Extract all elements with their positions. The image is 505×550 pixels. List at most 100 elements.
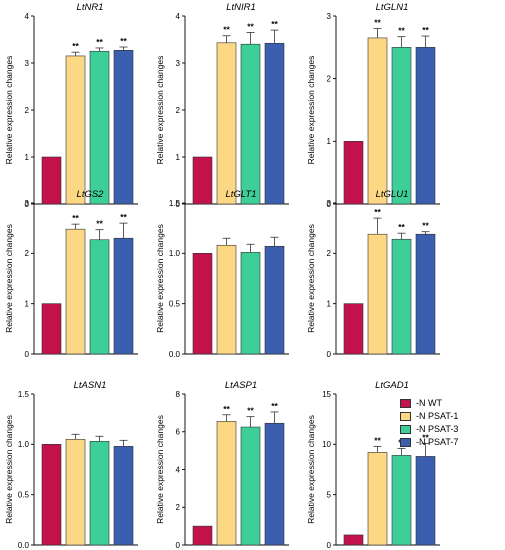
chart-title: LtASN1: [74, 380, 107, 391]
chart-panel-ltnir1: LtNIR1 Relative expression changes 0 1 2 3 4 **…: [155, 2, 289, 209]
y-tick-label: 2: [176, 503, 181, 512]
y-axis-label: Relative expression changes: [4, 224, 14, 333]
y-tick-label: 1.5: [169, 199, 181, 208]
legend-item-psat3: -N PSAT-3: [400, 424, 504, 437]
bar-n-psat-3: [240, 252, 261, 355]
y-axis-label: Relative expression changes: [306, 224, 316, 333]
y-tick-label: 1: [327, 299, 332, 308]
bar-n-wt: [41, 303, 62, 355]
y-tick-label: 10: [322, 440, 331, 449]
significance-label: **: [398, 26, 405, 36]
y-tick-label: 0: [176, 541, 181, 550]
y-tick-label: 3: [176, 59, 181, 68]
y-tick-label: 0.5: [18, 490, 30, 499]
chart-panel-ltasp1: LtASP1 Relative expression changes 0 2 4 6 8 **…: [155, 380, 289, 550]
y-axis-label: Relative expression changes: [155, 415, 165, 524]
y-tick-label: 0: [327, 350, 332, 359]
significance-label: **: [271, 19, 278, 29]
y-tick-label: 1: [25, 153, 30, 162]
bar-n-psat-1: [216, 421, 237, 546]
bar-n-psat-7: [113, 237, 134, 355]
chart-title: LtGLU1: [376, 189, 409, 200]
significance-label: **: [223, 25, 230, 35]
significance-label: **: [223, 404, 230, 414]
y-tick-label: 0: [25, 350, 30, 359]
significance-label: **: [96, 219, 103, 229]
bar-n-psat-7: [415, 47, 436, 205]
y-tick-label: 2: [176, 106, 181, 115]
y-tick-label: 1: [327, 137, 332, 146]
y-tick-label: 2: [327, 249, 332, 258]
chart-title: LtNIR1: [226, 2, 256, 13]
legend-item-psat7: -N PSAT-7: [400, 437, 504, 450]
y-tick-label: 3: [25, 59, 30, 68]
significance-label: **: [422, 432, 429, 442]
y-tick-label: 2: [25, 249, 30, 258]
bar-n-psat-7: [113, 446, 134, 546]
bar-n-psat-1: [367, 233, 388, 355]
y-tick-label: 0: [25, 200, 30, 209]
y-axis-label: Relative expression changes: [4, 415, 14, 524]
chart-panel-ltgad1: LtGAD1 Relative expression changes 0 5 10 15 *…: [306, 380, 440, 550]
y-tick-label: 0.5: [169, 299, 181, 308]
bar-n-psat-3: [391, 47, 412, 205]
bar-n-wt: [41, 156, 62, 205]
y-tick-label: 0: [327, 541, 332, 550]
legend-item-wt: -N WT: [400, 398, 504, 411]
significance-label: **: [422, 221, 429, 231]
chart-title: LtGAD1: [375, 380, 409, 391]
y-axis-label: Relative expression changes: [306, 56, 316, 165]
y-tick-label: 1.0: [18, 440, 30, 449]
bar-n-psat-3: [240, 426, 261, 546]
bar-n-psat-3: [89, 50, 110, 205]
legend-label-psat7: -N PSAT-7: [416, 437, 459, 447]
legend-item-psat1: -N PSAT-1: [400, 411, 504, 424]
significance-label: **: [247, 21, 254, 31]
bar-n-psat-1: [216, 244, 237, 355]
significance-label: **: [247, 406, 254, 416]
legend-swatch-wt: [400, 399, 411, 408]
bar-n-psat-3: [391, 238, 412, 355]
y-tick-label: 1: [25, 299, 30, 308]
bar-n-psat-1: [65, 438, 86, 546]
y-axis-label: Relative expression changes: [4, 56, 14, 165]
significance-label: **: [374, 18, 381, 28]
bar-n-psat-1: [367, 452, 388, 546]
y-tick-label: 0.0: [18, 541, 30, 550]
y-tick-label: 4: [176, 465, 181, 474]
bar-n-wt: [343, 534, 364, 546]
chart-panel-ltgs2: LtGS2 Relative expression changes 0 1 2 3 ** **…: [4, 189, 138, 359]
significance-label: **: [120, 36, 127, 46]
chart-title: LtNR1: [77, 2, 104, 13]
chart-panel-ltnr1: LtNR1 Relative expression changes 0 1 2 3 4 ** *…: [4, 2, 138, 209]
chart-panel-ltgln1: LtGLN1 Relative expression changes 0 1 2 3 ** *…: [306, 2, 440, 209]
bar-n-psat-3: [89, 239, 110, 355]
legend: -N WT -N PSAT-1 -N PSAT-3 -N PSAT-7: [400, 398, 504, 450]
y-tick-label: 1.5: [18, 390, 30, 399]
significance-label: **: [271, 401, 278, 411]
bar-n-wt: [192, 156, 213, 205]
significance-label: **: [72, 213, 79, 223]
y-tick-label: 0: [327, 200, 332, 209]
chart-title: LtGS2: [77, 189, 105, 200]
chart-title: LtGLT1: [226, 189, 257, 200]
legend-label-psat3: -N PSAT-3: [416, 424, 459, 434]
legend-swatch-psat7: [400, 438, 411, 447]
chart-panel-ltglu1: LtGLU1 Relative expression changes 0 1 2 3 ** *…: [306, 189, 440, 359]
bar-n-wt: [343, 141, 364, 205]
y-tick-label: 4: [176, 12, 181, 21]
bar-n-psat-7: [264, 422, 285, 546]
legend-swatch-psat3: [400, 425, 411, 434]
bar-n-psat-1: [65, 228, 86, 355]
bar-n-psat-7: [264, 42, 285, 205]
y-tick-label: 0: [176, 200, 181, 209]
bar-n-psat-1: [367, 37, 388, 205]
y-tick-label: 1.0: [169, 249, 181, 258]
y-tick-label: 1: [176, 153, 181, 162]
bar-n-psat-3: [240, 43, 261, 205]
significance-label: **: [120, 212, 127, 222]
significance-label: **: [398, 222, 405, 232]
y-tick-label: 3: [327, 199, 332, 208]
bar-n-psat-7: [113, 50, 134, 205]
